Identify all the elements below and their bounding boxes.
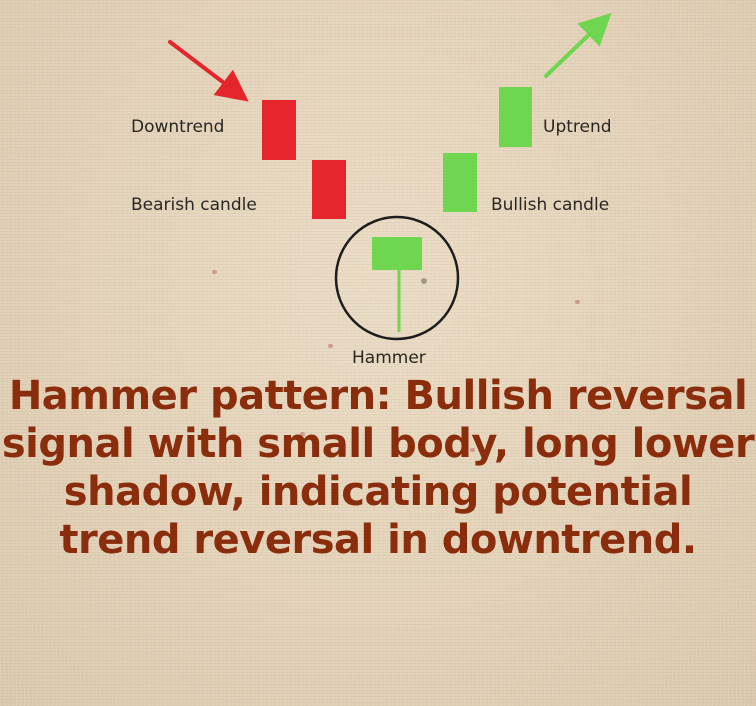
texture-speck bbox=[421, 278, 427, 284]
diagram-canvas bbox=[168, 12, 612, 341]
bullish-candle-1 bbox=[443, 153, 477, 212]
paper-fleck bbox=[575, 300, 580, 304]
hammer-highlight-circle bbox=[334, 215, 460, 341]
paper-fleck bbox=[300, 432, 305, 436]
paper-fleck bbox=[470, 448, 475, 452]
hammer-candle-body bbox=[372, 237, 422, 270]
bearish-candle-1 bbox=[262, 100, 296, 160]
hammer-label: Hammer bbox=[352, 348, 426, 368]
uptrend-arrow bbox=[544, 12, 612, 78]
bearish-candle-label: Bearish candle bbox=[131, 195, 257, 215]
paper-fleck bbox=[700, 448, 705, 452]
bullish-candle-2 bbox=[499, 87, 532, 147]
candlestick-diagram: Downtrend Bearish candle Uptrend Bullish… bbox=[131, 12, 612, 368]
downtrend-arrow bbox=[168, 40, 249, 102]
bearish-candle-2 bbox=[312, 160, 346, 219]
bullish-candle-label: Bullish candle bbox=[491, 195, 610, 215]
paper-fleck bbox=[212, 270, 217, 274]
paper-fleck bbox=[328, 344, 333, 348]
downtrend-label: Downtrend bbox=[131, 117, 225, 137]
uptrend-label: Uptrend bbox=[543, 117, 612, 137]
pattern-description-caption: Hammer pattern: Bullish reversal signal … bbox=[1, 373, 755, 563]
